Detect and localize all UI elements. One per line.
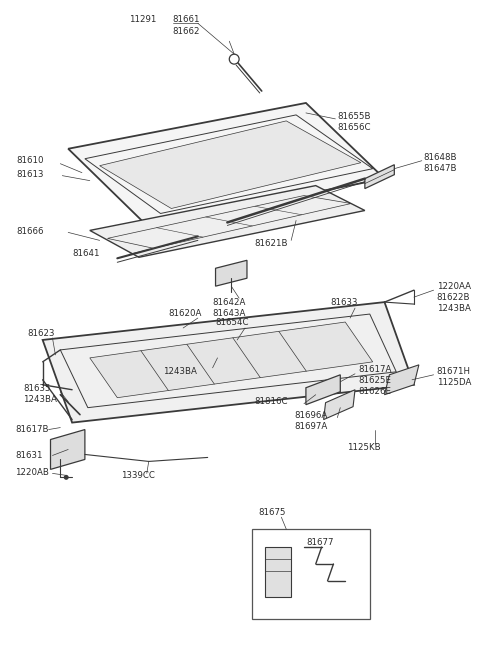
Text: 81816C: 81816C: [255, 397, 288, 406]
Text: 1339CC: 1339CC: [121, 471, 155, 480]
Text: 81661: 81661: [172, 15, 200, 24]
Text: 81662: 81662: [172, 27, 200, 36]
Text: 1125KB: 1125KB: [347, 443, 381, 452]
Polygon shape: [384, 365, 419, 395]
Text: 1243BA: 1243BA: [437, 303, 470, 312]
Text: 81620A: 81620A: [168, 309, 202, 318]
Text: 81613: 81613: [16, 170, 44, 179]
Polygon shape: [100, 121, 361, 208]
Polygon shape: [216, 260, 247, 286]
Text: 81655B: 81655B: [337, 113, 371, 121]
Text: 81621B: 81621B: [255, 239, 288, 248]
Text: 81633: 81633: [330, 297, 358, 307]
Bar: [252, 529, 370, 619]
Polygon shape: [50, 430, 85, 470]
Text: 81623: 81623: [27, 329, 54, 339]
Text: 81648B: 81648B: [424, 153, 457, 162]
Polygon shape: [365, 164, 395, 189]
Polygon shape: [324, 390, 355, 420]
Text: 81642A: 81642A: [213, 297, 246, 307]
Polygon shape: [264, 547, 291, 597]
Text: 11291: 11291: [129, 15, 156, 24]
Text: 81625E: 81625E: [358, 376, 391, 385]
Text: 81697A: 81697A: [294, 422, 327, 431]
Text: 81654C: 81654C: [216, 318, 249, 327]
Polygon shape: [90, 185, 365, 257]
Text: 81671H: 81671H: [437, 367, 470, 377]
Text: 1243BA: 1243BA: [164, 367, 197, 377]
Text: 81696A: 81696A: [294, 411, 327, 420]
Polygon shape: [90, 322, 372, 398]
Text: 1125DA: 1125DA: [437, 379, 471, 387]
Text: 81610: 81610: [16, 156, 44, 165]
Text: 81617B: 81617B: [15, 425, 48, 434]
Text: 81626E: 81626E: [358, 387, 391, 396]
Text: 1220AB: 1220AB: [15, 468, 49, 477]
Polygon shape: [306, 375, 340, 405]
Text: 81643A: 81643A: [213, 309, 246, 318]
Text: 1243BA: 1243BA: [23, 395, 57, 404]
Circle shape: [64, 475, 69, 480]
Text: 81675: 81675: [259, 508, 286, 517]
Text: 81622B: 81622B: [437, 293, 470, 302]
Polygon shape: [43, 302, 414, 422]
Polygon shape: [68, 103, 384, 225]
Text: 81631: 81631: [15, 451, 43, 460]
Text: 1220AA: 1220AA: [437, 282, 470, 291]
Text: 81656C: 81656C: [337, 123, 371, 132]
Text: 81635: 81635: [23, 384, 50, 393]
Text: 81677: 81677: [306, 538, 334, 546]
Text: 81647B: 81647B: [424, 164, 457, 173]
Text: 81666: 81666: [16, 227, 44, 236]
Text: 81641: 81641: [72, 249, 100, 258]
Text: 81617A: 81617A: [358, 365, 391, 374]
